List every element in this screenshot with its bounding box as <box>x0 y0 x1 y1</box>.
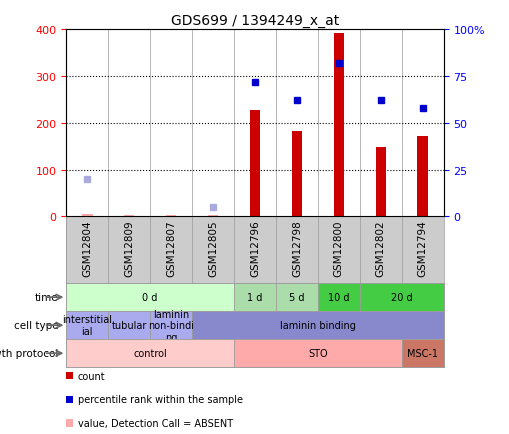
Text: GSM12794: GSM12794 <box>417 220 427 277</box>
Bar <box>291 132 301 217</box>
Bar <box>150 312 192 339</box>
Bar <box>165 216 176 217</box>
Bar <box>208 215 218 217</box>
Bar <box>66 339 234 368</box>
Text: GSM12796: GSM12796 <box>249 220 260 277</box>
Bar <box>249 111 260 217</box>
Bar <box>124 216 134 217</box>
Text: STO: STO <box>307 349 327 358</box>
Text: GSM12809: GSM12809 <box>124 220 134 277</box>
Bar <box>234 283 275 312</box>
Text: GSM12800: GSM12800 <box>333 220 343 276</box>
Bar <box>275 283 317 312</box>
Bar <box>401 339 443 368</box>
Text: MSC-1: MSC-1 <box>406 349 437 358</box>
Text: GSM12802: GSM12802 <box>375 220 385 277</box>
Bar <box>359 283 443 312</box>
Text: 10 d: 10 d <box>327 293 349 302</box>
Text: value, Detection Call = ABSENT: value, Detection Call = ABSENT <box>78 418 233 428</box>
Text: tubular: tubular <box>111 320 147 330</box>
Bar <box>375 148 385 217</box>
Text: interstitial
ial: interstitial ial <box>62 315 112 336</box>
Text: laminin binding: laminin binding <box>279 320 355 330</box>
Text: 0 d: 0 d <box>142 293 158 302</box>
Text: 5 d: 5 d <box>289 293 304 302</box>
Text: 1 d: 1 d <box>247 293 262 302</box>
Bar <box>66 283 234 312</box>
Bar <box>66 312 108 339</box>
Bar <box>108 312 150 339</box>
Bar <box>317 283 359 312</box>
Text: GSM12807: GSM12807 <box>166 220 176 277</box>
Text: 20 d: 20 d <box>390 293 412 302</box>
Text: control: control <box>133 349 167 358</box>
Bar <box>82 214 92 217</box>
Bar <box>417 137 427 217</box>
Text: growth protocol: growth protocol <box>0 349 59 358</box>
Bar <box>333 34 344 217</box>
Text: cell type: cell type <box>14 320 59 330</box>
Text: count: count <box>78 371 105 381</box>
Title: GDS699 / 1394249_x_at: GDS699 / 1394249_x_at <box>171 14 338 28</box>
Text: GSM12804: GSM12804 <box>82 220 92 277</box>
Bar <box>192 312 443 339</box>
Text: laminin
non-bindi
ng: laminin non-bindi ng <box>148 309 194 342</box>
Text: percentile rank within the sample: percentile rank within the sample <box>78 395 242 404</box>
Text: GSM12805: GSM12805 <box>208 220 218 277</box>
Bar <box>234 339 401 368</box>
Text: time: time <box>35 293 59 302</box>
Text: GSM12798: GSM12798 <box>291 220 301 277</box>
